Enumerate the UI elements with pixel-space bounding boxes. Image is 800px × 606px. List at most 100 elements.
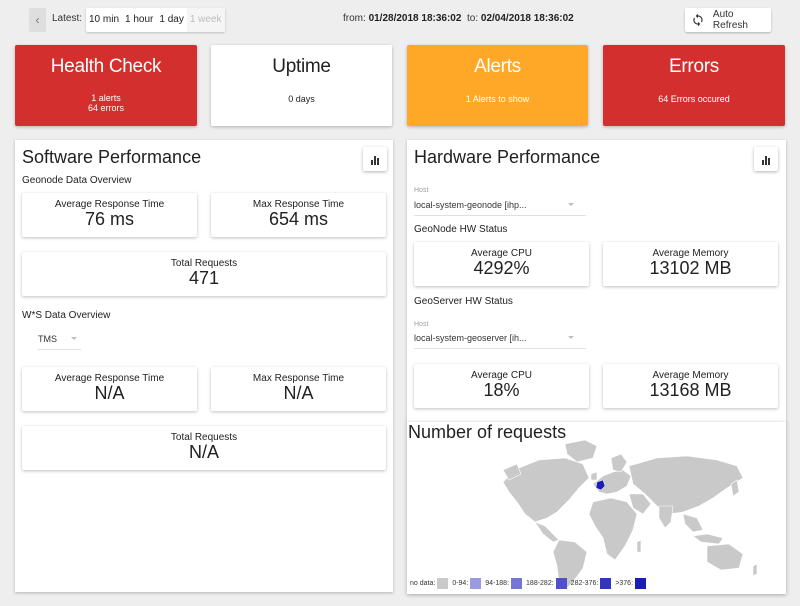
map-africa: [588, 497, 638, 561]
avg-response-time-card: Average Response Time 76 ms: [22, 193, 197, 237]
map-scandinavia: [610, 453, 628, 473]
geonode-data-overview-label: Geonode Data Overview: [22, 175, 132, 186]
ws-service-value: TMS: [38, 334, 57, 344]
geonode-host-label: Host: [414, 187, 429, 194]
legend-label: 94-188:: [485, 580, 510, 587]
legend-label: 188-282:: [526, 580, 554, 587]
geonode-hw-status-label: GeoNode HW Status: [414, 224, 508, 235]
geonode-host-value: local-system-geonode [ihp...: [414, 200, 527, 210]
avg-response-time-label: Average Response Time: [54, 199, 165, 210]
geonode-cpu-label: Average CPU: [471, 248, 532, 259]
total-requests-label: Total Requests: [170, 258, 238, 269]
range-10-min-button[interactable]: 10 min: [89, 14, 120, 25]
date-range: from: 01/28/2018 18:36:02 to: 02/04/2018…: [343, 13, 574, 24]
chevron-down-icon: [568, 336, 574, 339]
uptime-card[interactable]: Uptime 0 days: [211, 45, 392, 126]
range-1-day-button[interactable]: 1 day: [159, 14, 184, 25]
map-uk: [590, 471, 598, 481]
health-errors-count: 64 errors: [87, 103, 124, 113]
ws-total-requests-value: N/A: [188, 442, 219, 462]
ws-data-overview-label: W*S Data Overview: [22, 310, 111, 321]
geonode-host-select[interactable]: local-system-geonode [ihp...: [414, 200, 586, 216]
legend-swatch: [555, 578, 567, 589]
legend-swatch: [437, 578, 449, 589]
geoserver-cpu-label: Average CPU: [471, 370, 532, 381]
alerts-title: Alerts: [474, 56, 521, 77]
world-map[interactable]: [407, 422, 786, 594]
hardware-performance-title: Hardware Performance: [414, 147, 601, 167]
geonode-memory-card: Average Memory 13102 MB: [603, 242, 778, 286]
range-1-week-button[interactable]: 1 week: [186, 8, 225, 32]
errors-card[interactable]: Errors 64 Errors occured: [603, 45, 785, 126]
max-response-time-label: Max Response Time: [252, 199, 345, 210]
geonode-cpu-card: Average CPU 4292%: [414, 242, 589, 286]
max-response-time-card: Max Response Time 654 ms: [211, 193, 386, 237]
legend-swatch: [635, 578, 647, 589]
map-middle-east: [628, 493, 652, 515]
geoserver-host-value: local-system-geoserver [ih...: [414, 333, 527, 343]
ws-total-requests-card: Total Requests N/A: [22, 426, 386, 470]
map-south-america: [552, 539, 588, 591]
geoserver-host-label: Host: [414, 321, 429, 328]
hardware-chart-button[interactable]: [754, 147, 778, 171]
range-1-hour-button[interactable]: 1 hour: [125, 14, 154, 25]
ws-service-select[interactable]: TMS: [38, 334, 81, 350]
map-new-zealand: [752, 563, 758, 577]
time-range-group: 10 min 1 hour 1 day 1 week: [86, 8, 225, 32]
requests-map-panel: Number of requests: [407, 422, 786, 594]
total-requests-card: Total Requests 471: [22, 252, 386, 296]
total-requests-value: 471: [188, 268, 220, 288]
uptime-title: Uptime: [272, 56, 331, 77]
geoserver-memory-value: 13168 MB: [649, 380, 732, 400]
geoserver-host-select[interactable]: local-system-geoserver [ih...: [414, 333, 586, 349]
refresh-icon: [693, 13, 703, 27]
to-label: to:: [466, 13, 479, 24]
legend-label: 282-376:: [570, 580, 599, 587]
legend-label: 0-94:: [452, 580, 469, 587]
requests-map-title: Number of requests: [408, 422, 567, 442]
geoserver-hw-status-label: GeoServer HW Status: [414, 296, 513, 307]
top-bar: ‹ Latest: 10 min 1 hour 1 day 1 week fro…: [0, 0, 800, 40]
geonode-memory-value: 13102 MB: [649, 258, 732, 278]
health-check-card[interactable]: Health Check 1 alerts 64 errors: [15, 45, 197, 126]
geoserver-cpu-card: Average CPU 18%: [414, 364, 589, 408]
from-value: 01/28/2018 18:36:02: [368, 13, 462, 24]
map-asia: [628, 455, 744, 515]
legend-swatch: [470, 578, 482, 589]
geoserver-cpu-value: 18%: [483, 380, 520, 400]
health-check-title: Health Check: [50, 56, 162, 77]
map-indonesia: [692, 533, 724, 545]
software-chart-button[interactable]: [363, 147, 387, 171]
map-australia: [706, 543, 744, 571]
errors-value: 64 Errors occured: [658, 94, 730, 104]
uptime-value: 0 days: [288, 94, 315, 104]
map-india: [658, 505, 674, 529]
geoserver-memory-label: Average Memory: [652, 370, 729, 381]
ws-avg-response-time-card: Average Response Time N/A: [22, 367, 197, 411]
map-legend: no data: 0-94: 94-188: 188-282: 282-376:…: [410, 578, 650, 589]
health-alerts-count: 1 alerts: [91, 93, 121, 103]
latest-label: Latest:: [52, 13, 83, 24]
auto-refresh-button[interactable]: Auto Refresh: [685, 8, 771, 32]
ws-max-response-time-card: Max Response Time N/A: [211, 367, 386, 411]
alerts-card[interactable]: Alerts 1 Alerts to show: [407, 45, 588, 126]
map-north-america: [502, 457, 590, 523]
chevron-down-icon: [568, 203, 574, 206]
map-southeast-asia: [682, 513, 704, 533]
legend-swatch: [511, 578, 523, 589]
errors-title: Errors: [669, 56, 719, 77]
software-performance-title: Software Performance: [22, 147, 202, 167]
legend-label: >376:: [615, 580, 634, 587]
ws-total-requests-label: Total Requests: [170, 432, 238, 443]
map-central-america: [534, 521, 560, 543]
avg-response-time-value: 76 ms: [84, 209, 135, 229]
ws-avg-response-time-value: N/A: [94, 383, 125, 403]
from-label: from:: [343, 13, 366, 24]
chevron-down-icon: [71, 337, 77, 340]
map-greenland: [564, 439, 598, 463]
auto-refresh-label: Auto Refresh: [712, 9, 748, 31]
back-button[interactable]: ‹: [29, 8, 46, 32]
map-madagascar: [636, 539, 642, 553]
to-value: 02/04/2018 18:36:02: [480, 13, 574, 24]
map-japan: [730, 479, 740, 497]
